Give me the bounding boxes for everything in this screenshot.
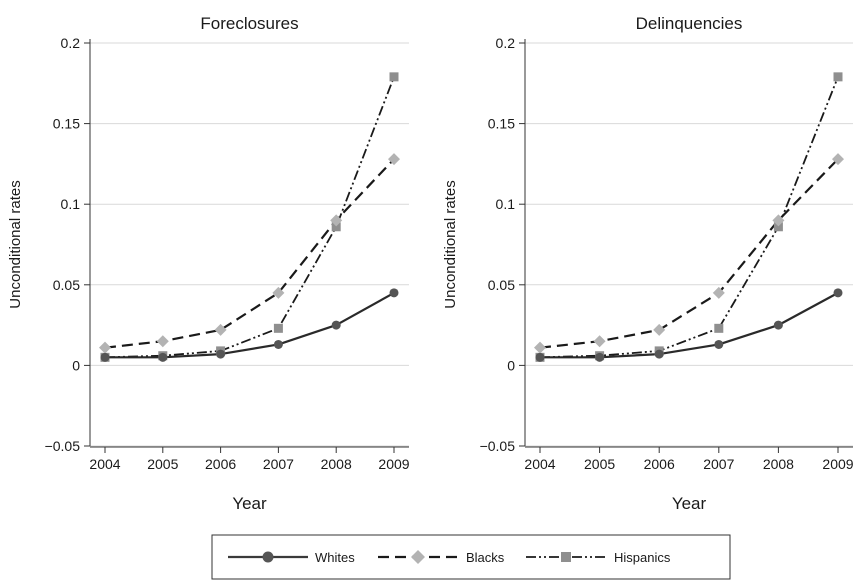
series-line-hispanics <box>104 76 395 359</box>
data-point-blacks <box>653 323 666 336</box>
data-point-hispanics <box>331 222 341 232</box>
x-tick-label: 2006 <box>205 456 236 472</box>
data-point-blacks <box>712 286 725 299</box>
data-point-blacks <box>214 323 227 336</box>
y-tick-label: 0 <box>72 357 80 373</box>
chart-title: Delinquencies <box>636 14 743 33</box>
y-tick-label: 0.2 <box>496 35 516 51</box>
y-tick-label: 0.1 <box>61 196 81 212</box>
data-point-blacks <box>156 335 169 348</box>
chart-title: Foreclosures <box>200 14 298 33</box>
series-line-whites <box>105 291 395 359</box>
x-axis-title: Year <box>672 494 707 513</box>
data-point-whites <box>331 320 341 330</box>
data-point-whites <box>535 352 545 362</box>
x-tick-label: 2008 <box>763 456 794 472</box>
legend-label-hispanics: Hispanics <box>614 550 671 565</box>
data-point-hispanics <box>833 72 843 82</box>
y-tick-label: 0.15 <box>488 116 515 132</box>
x-axis-title: Year <box>232 494 267 513</box>
y-tick-label: −0.05 <box>480 438 516 454</box>
chart-panel-delinquencies: Delinquencies −0.05 0 0.05 0.1 0.15 0.2 2004 200… <box>442 14 854 513</box>
data-point-whites <box>595 352 605 362</box>
legend-marker-whites <box>262 551 274 563</box>
x-tick-label: 2005 <box>584 456 615 472</box>
y-axis-title: Unconditional rates <box>7 180 24 308</box>
x-tick-label: 2004 <box>89 456 120 472</box>
legend-marker-blacks <box>411 550 425 564</box>
data-point-whites <box>833 288 843 298</box>
data-point-whites <box>654 349 664 359</box>
data-point-blacks <box>534 341 546 354</box>
x-tick-label: 2004 <box>524 456 555 472</box>
x-tick-label: 2006 <box>644 456 675 472</box>
data-point-blacks <box>832 153 844 166</box>
data-point-hispanics <box>714 323 724 333</box>
legend-marker-hispanics <box>561 552 571 562</box>
series-line-blacks <box>539 158 839 349</box>
y-tick-label: 0 <box>507 357 515 373</box>
legend-item-hispanics: Hispanics <box>526 550 671 565</box>
data-point-blacks <box>330 214 343 227</box>
legend: Whites Blacks Hispanics <box>211 534 731 580</box>
data-point-blacks <box>99 341 111 354</box>
chart-panel-foreclosures: Foreclosures −0.05 0 0.05 0.1 0.15 0.2 2004 2005… <box>7 14 410 513</box>
legend-item-whites: Whites <box>228 550 355 565</box>
y-tick-label: 0.1 <box>496 196 516 212</box>
data-point-blacks <box>593 335 606 348</box>
x-tick-label: 2009 <box>822 456 853 472</box>
data-point-blacks <box>272 286 285 299</box>
legend-label-whites: Whites <box>315 550 355 565</box>
data-point-whites <box>714 339 724 349</box>
y-tick-label: 0.2 <box>61 35 81 51</box>
legend-item-blacks: Blacks <box>378 550 505 565</box>
data-point-whites <box>273 339 283 349</box>
chart-panels: Foreclosures −0.05 0 0.05 0.1 0.15 0.2 2004 2005… <box>7 14 854 513</box>
data-point-whites <box>389 288 399 298</box>
data-point-whites <box>773 320 783 330</box>
y-tick-label: 0.15 <box>53 116 80 132</box>
data-point-hispanics <box>273 323 283 333</box>
data-point-blacks <box>388 153 400 166</box>
y-tick-label: 0.05 <box>53 277 80 293</box>
x-tick-label: 2009 <box>378 456 409 472</box>
series-line-blacks <box>104 158 395 349</box>
data-point-hispanics <box>389 72 399 82</box>
data-point-hispanics <box>773 222 783 232</box>
series-line-hispanics <box>539 76 839 359</box>
series-line-whites <box>540 291 839 359</box>
data-point-blacks <box>772 214 785 227</box>
x-tick-label: 2008 <box>321 456 352 472</box>
data-point-whites <box>158 352 168 362</box>
data-point-whites <box>100 352 110 362</box>
data-point-whites <box>216 349 226 359</box>
y-axis-title: Unconditional rates <box>442 180 459 308</box>
y-tick-label: 0.05 <box>488 277 515 293</box>
y-tick-label: −0.05 <box>45 438 81 454</box>
x-tick-label: 2007 <box>263 456 294 472</box>
legend-label-blacks: Blacks <box>466 550 505 565</box>
x-tick-label: 2007 <box>703 456 734 472</box>
x-tick-label: 2005 <box>147 456 178 472</box>
